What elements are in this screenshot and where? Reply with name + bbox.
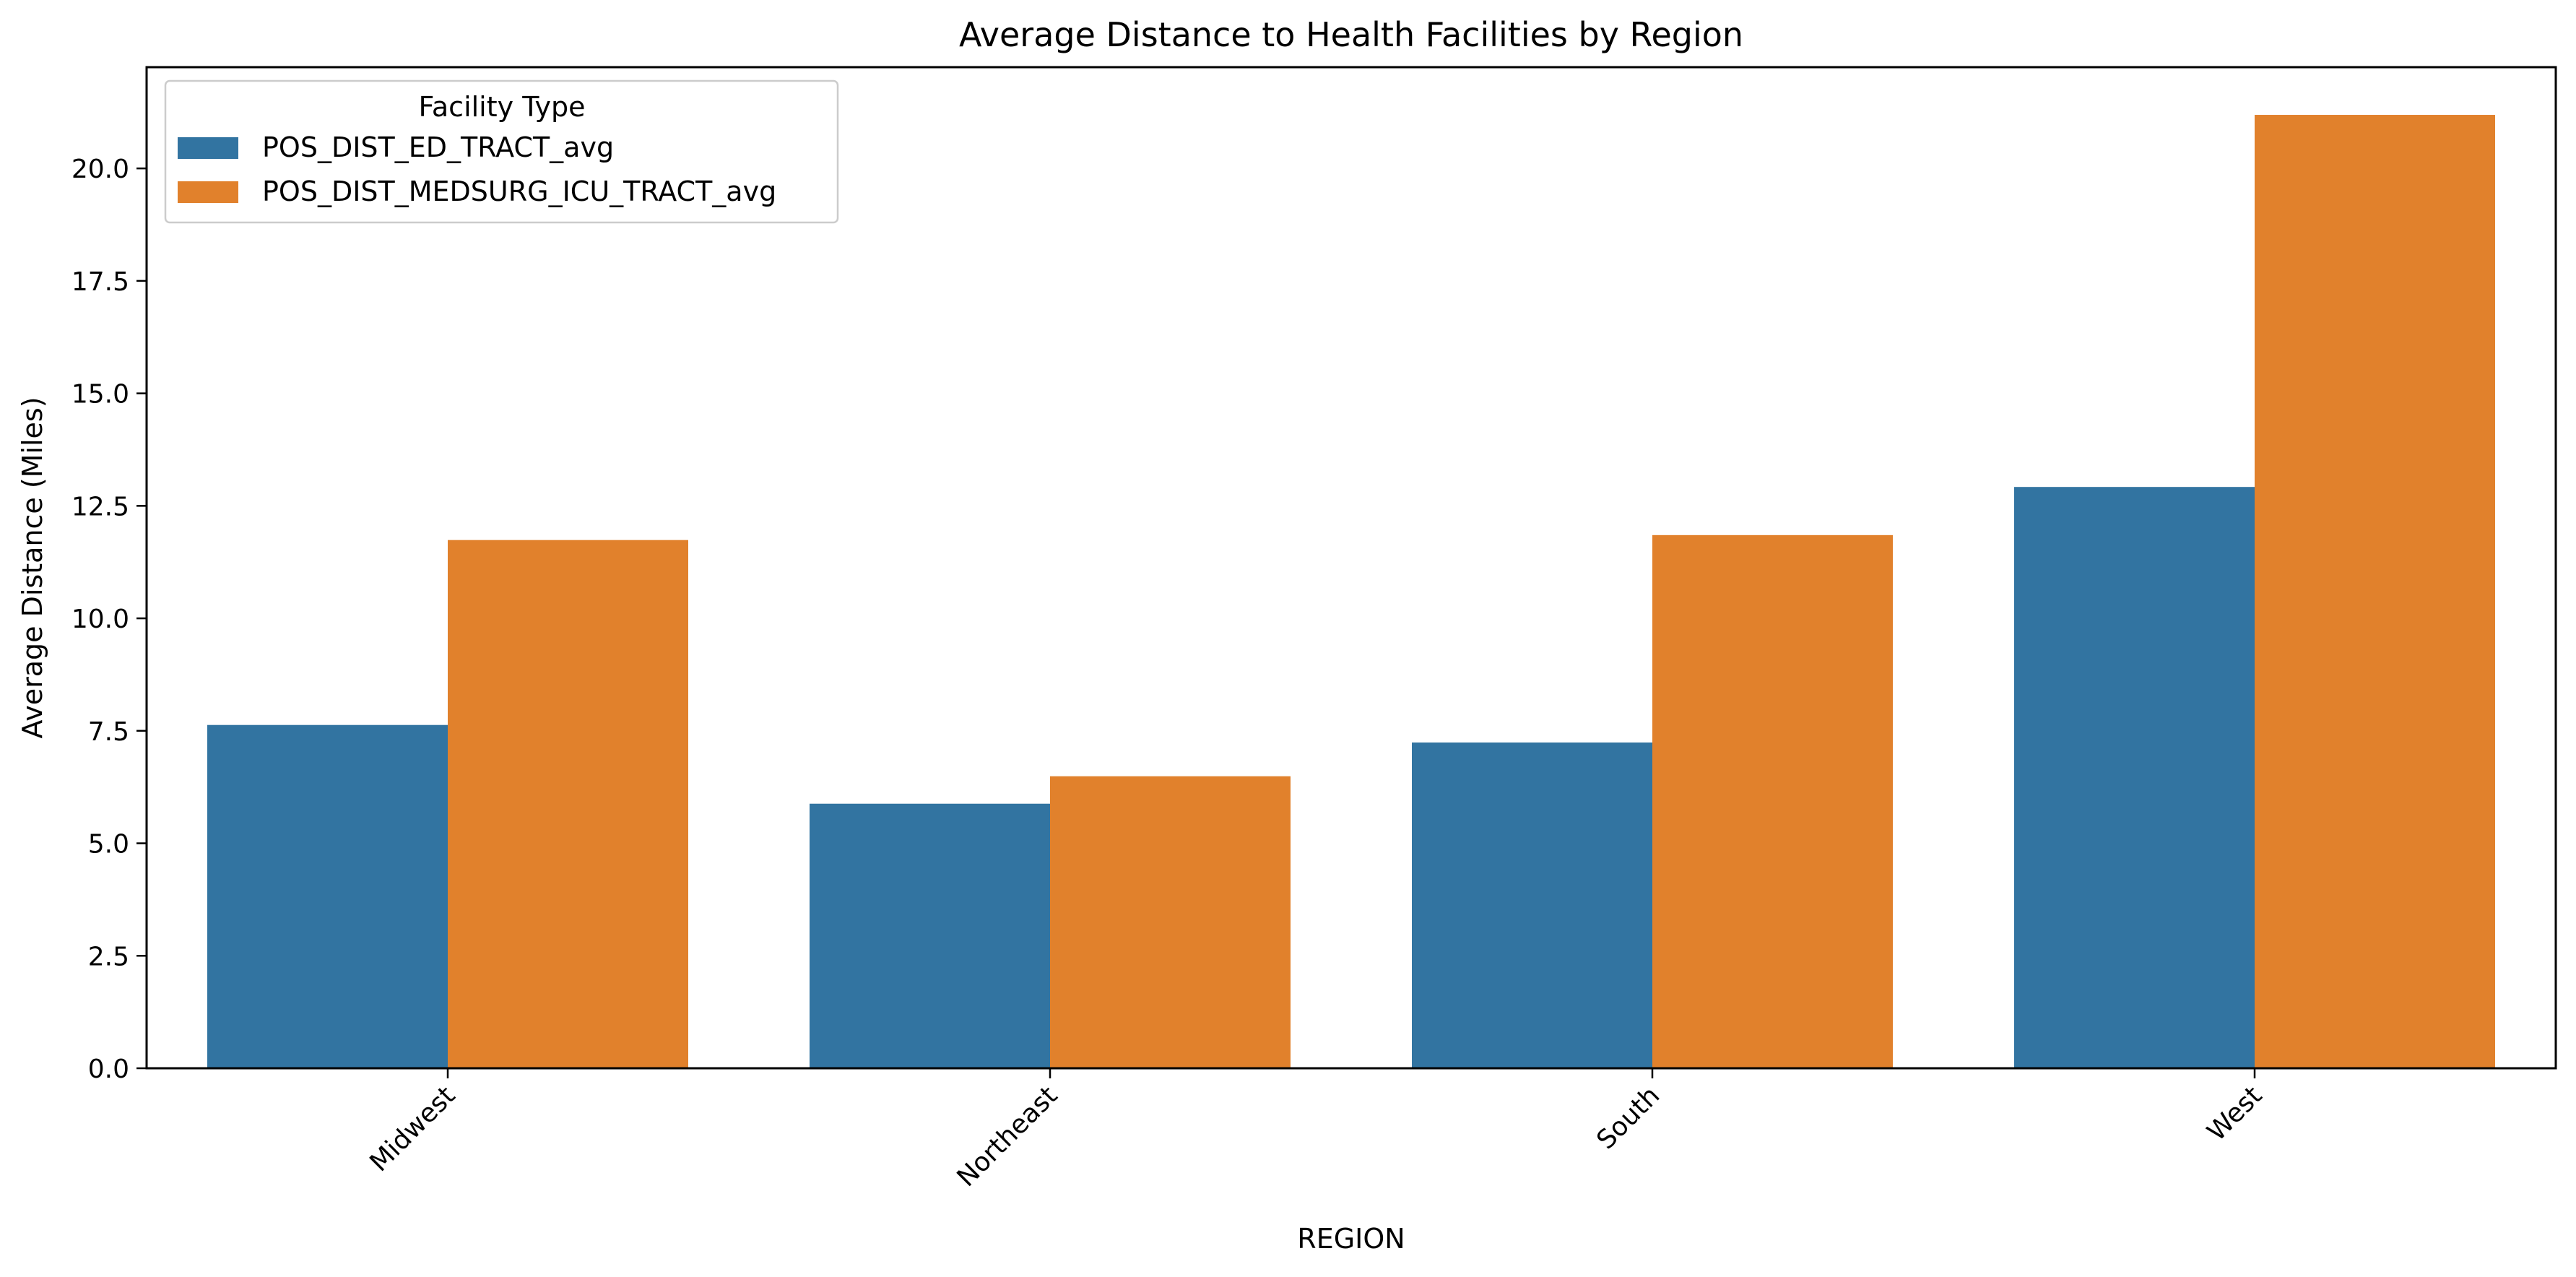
bar-west-series-1 bbox=[2014, 487, 2255, 1068]
chart-title: Average Distance to Health Facilities by… bbox=[959, 15, 1743, 54]
legend-frame bbox=[164, 79, 839, 224]
bars-group bbox=[207, 115, 2495, 1068]
bar-midwest-series-1 bbox=[207, 724, 448, 1068]
bar-northeast-series-1 bbox=[810, 803, 1050, 1068]
legend-swatch-series-2 bbox=[178, 181, 238, 203]
legend-label-series-2: POS_DIST_MEDSURG_ICU_TRACT_avg bbox=[262, 176, 776, 207]
bar-south-series-1 bbox=[1412, 743, 1652, 1068]
x-axis: Midwest Northeast South West bbox=[364, 1068, 2268, 1192]
x-tick-label-south: South bbox=[1591, 1081, 1665, 1155]
y-tick-label: 17.5 bbox=[71, 267, 129, 297]
y-tick-label: 7.5 bbox=[88, 717, 129, 747]
legend-label-series-1: POS_DIST_ED_TRACT_avg bbox=[262, 131, 614, 163]
x-axis-title: REGION bbox=[1297, 1223, 1405, 1255]
bar-west-series-2 bbox=[2255, 115, 2495, 1068]
bar-south-series-2 bbox=[1652, 534, 1893, 1068]
x-tick-label-west: West bbox=[2202, 1081, 2268, 1147]
legend: Facility Type POS_DIST_ED_TRACT_avg POS_D… bbox=[164, 79, 839, 224]
y-tick-label: 15.0 bbox=[71, 380, 129, 410]
y-tick-label: 20.0 bbox=[71, 155, 129, 184]
bar-northeast-series-2 bbox=[1050, 776, 1291, 1068]
y-tick-label: 12.5 bbox=[71, 492, 129, 521]
x-tick-label-northeast: Northeast bbox=[952, 1081, 1064, 1192]
y-tick-label: 2.5 bbox=[88, 942, 129, 971]
y-tick-label: 10.0 bbox=[71, 605, 129, 634]
y-tick-label: 5.0 bbox=[88, 830, 129, 860]
legend-title: Facility Type bbox=[419, 91, 586, 123]
y-axis-title: Average Distance (Miles) bbox=[17, 397, 48, 738]
y-tick-label: 0.0 bbox=[88, 1055, 129, 1084]
bar-midwest-series-2 bbox=[448, 540, 688, 1068]
y-axis: 0.0 2.5 5.0 7.5 10.0 12.5 15.0 17.5 20.0 bbox=[71, 155, 147, 1084]
legend-swatch-series-1 bbox=[178, 137, 238, 159]
plot-area-frame bbox=[145, 66, 2557, 1070]
x-tick-label-midwest: Midwest bbox=[364, 1081, 461, 1177]
